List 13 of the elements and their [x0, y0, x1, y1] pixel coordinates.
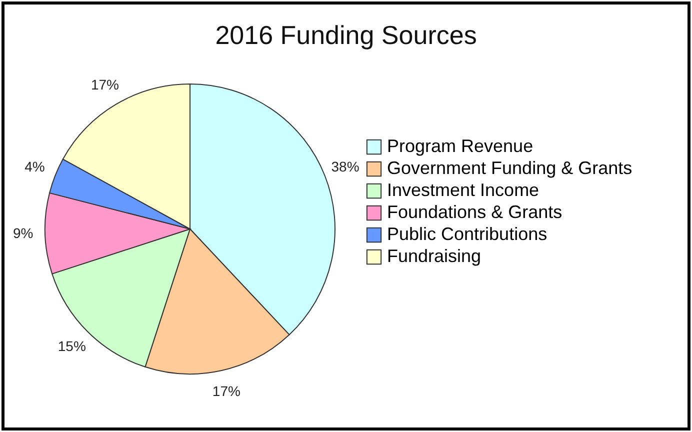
data-label: 9%	[12, 225, 34, 242]
data-label: 4%	[24, 158, 45, 175]
legend-label: Program Revenue	[387, 136, 534, 156]
data-label: 15%	[58, 338, 86, 354]
legend-label: Investment Income	[387, 180, 540, 200]
legend-label: Public Contributions	[387, 224, 548, 244]
data-label: 17%	[90, 76, 120, 92]
data-label: 17%	[212, 382, 240, 399]
data-label: 38%	[331, 158, 360, 175]
legend-label: Fundraising	[387, 246, 482, 266]
chart-title: 2016 Funding Sources	[215, 20, 477, 50]
legend-label: Foundations & Grants	[387, 202, 562, 222]
legend-label: Government Funding & Grants	[387, 158, 632, 178]
